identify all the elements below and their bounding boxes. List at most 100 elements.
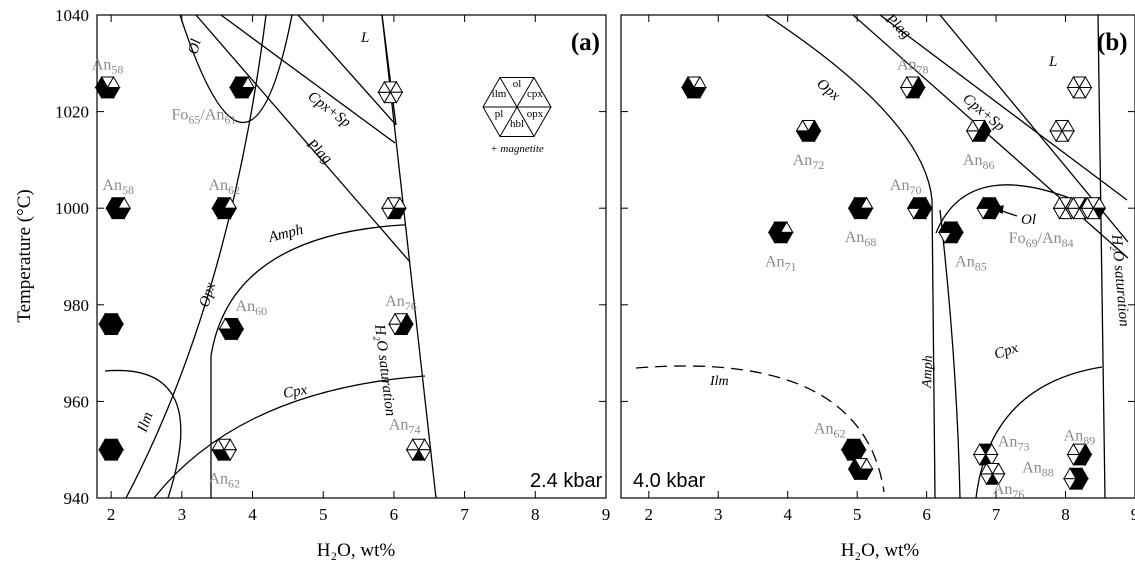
experiment-label: An71 [765,253,797,273]
experiment-point [211,438,238,462]
sector-ilm [377,80,392,93]
sector-ilm [211,196,226,209]
sector-ilm [681,76,695,88]
ilm-curve-a [104,369,182,498]
panel-b-frame [620,14,1135,499]
sector-ilm [1066,443,1081,456]
sector-ilm [1063,467,1077,480]
plag-boundary-a [195,15,411,263]
y-tick-label: 940 [64,489,90,508]
opx-curve-a [125,15,267,498]
experiment-point [105,196,132,220]
experiment-label: An58 [92,56,124,76]
panel-b-label: (b) [1097,29,1128,56]
legend-opx-label: opx [527,108,544,120]
sector-ilm [847,457,862,470]
experiment-point [972,443,999,466]
panel-a-ticks: 2 3 4 5 6 7 8 9 940 960 980 1000 1020 1040 [55,6,610,524]
x-tick-label: 5 [853,505,862,524]
experiment-point [98,438,125,462]
sector-ilm [976,196,991,209]
x-tick-label: 2 [645,505,654,524]
legend-hbl-label: hbl [510,118,524,130]
experiment-point [405,438,432,462]
legend-divider [516,77,535,108]
sector-ilm [381,196,395,209]
experiment-label: An88 [1022,460,1054,480]
x-tick-label: 5 [319,505,328,524]
sector-ilm [938,220,952,233]
sector-ilm [1066,196,1081,209]
experiment-point [377,80,404,104]
experiment-point [965,119,992,143]
opx-curve-b [765,15,936,498]
experiment-label: An76 [993,481,1025,501]
field-label-h2o-saturation-a: H₂O saturation [371,323,398,418]
experiment-point [388,312,414,336]
x-tick-label: 7 [992,505,1001,524]
field-label-amph-b: Amph [920,355,936,389]
cpx-curve-a [153,375,426,498]
x-tick-label: 4 [248,505,257,524]
sector-ilm [847,196,862,209]
amph-curve-b [939,209,961,498]
field-label-amph-a: Amph [266,222,305,246]
experiment-point [906,196,933,220]
sector-ilm [1052,196,1067,209]
x-tick-label: 7 [460,505,469,524]
experiment-label: An78 [897,56,929,76]
experiment-point [94,76,121,99]
x-tick-label: 8 [531,505,540,524]
legend-divider [516,106,535,137]
ol-curve-a [179,15,293,123]
experiment-point [795,119,822,143]
sector-ilm [405,438,420,451]
experiment-point [840,438,867,462]
legend-divider [499,77,518,108]
x-tick-label: 8 [1061,505,1070,524]
experiment-point [1049,119,1075,143]
x-tick-label: 2 [107,505,116,524]
sector-ilm [98,312,113,325]
sector-ilm [211,438,226,451]
experiment-label: An58 [102,177,134,197]
experiment-label: An85 [955,253,987,273]
sector-ilm [105,196,120,209]
x-tick-label: 6 [390,505,399,524]
experiment-label: An62 [208,471,240,491]
field-label-opx-a: Opx [197,280,220,309]
experiment-label: An60 [236,298,268,318]
panel-b-experiments: An78 An72 An86 An68 An70 Fo69/An84 An71 An85 An6… [681,56,1107,501]
sector-ilm [1049,119,1063,132]
panel-a-frame [96,14,607,499]
sector-ilm [972,443,987,456]
panel-b-pressure: 4.0 kbar [633,470,706,492]
sector-ilm [229,76,243,88]
y-tick-label: 1020 [55,103,89,122]
h2o-saturation-b [1097,15,1106,498]
experiment-point [1080,196,1107,220]
ilm-curve-b [635,365,885,493]
experiment-point [847,457,874,481]
x-tick-label: 3 [178,505,187,524]
field-label-ol-b: Ol [1021,212,1036,228]
experiment-point [211,196,238,220]
plag-boundary-b [852,15,1129,259]
experiment-point [681,76,707,99]
cpx-sp-upper-a [297,15,397,126]
experiment-label: An72 [793,152,825,172]
y-tick-label: 960 [64,392,90,411]
x-tick-label: 9 [1131,505,1135,524]
y-axis-label: Temperature (°C) [14,189,35,322]
legend-ol-label: ol [513,78,522,90]
experiment-point [847,196,874,220]
sector-ilm [979,462,994,475]
sector-ilm [1066,76,1081,88]
panel-a-experiments: An58 Fo65/An61 An58 An62 An60 An76 An62 An74 [92,56,432,491]
experiment-point [1066,76,1093,99]
sector-ilm [840,438,855,451]
experiment-point [767,220,794,244]
sector-ilm [94,76,109,88]
panel-b-phase-boundaries [635,15,1129,498]
